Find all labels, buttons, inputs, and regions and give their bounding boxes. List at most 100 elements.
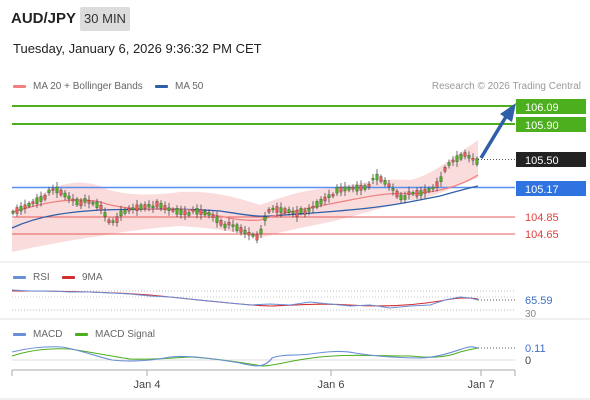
candle-body <box>359 185 363 191</box>
candle-body <box>75 198 79 206</box>
candle-body <box>259 228 263 235</box>
rsi-ma-line <box>11 290 479 307</box>
candle-body <box>111 220 115 223</box>
candle-body <box>83 198 87 203</box>
candle-body <box>271 207 275 211</box>
pivot-label: 105.17 <box>525 184 559 196</box>
candle-body <box>243 229 247 235</box>
s2-label: 104.65 <box>525 229 559 241</box>
candle-body <box>155 200 159 208</box>
candle-body <box>387 183 391 187</box>
candle-body <box>347 187 351 191</box>
candle-body <box>159 203 163 209</box>
candle-body <box>375 173 379 181</box>
legend-ma20-label: MA 20 + Bollinger Bands <box>33 81 143 92</box>
pivot-label-bg <box>516 181 586 196</box>
candle-body <box>19 205 23 212</box>
candle-body <box>239 227 243 233</box>
candle-body <box>247 232 251 236</box>
candle-body <box>131 207 135 210</box>
r1-label: 105.90 <box>525 120 559 132</box>
timeframe-button[interactable]: 30 MIN <box>80 7 130 31</box>
candle-body <box>227 221 231 226</box>
legend-macd: MACD <box>13 329 62 340</box>
legend-rsi: RSI <box>13 272 50 283</box>
candle-body <box>279 207 283 213</box>
candle-body <box>163 205 167 210</box>
candle-body <box>215 216 219 223</box>
s1-label: 104.85 <box>525 212 559 224</box>
candle-body <box>299 208 303 214</box>
candle-body <box>123 209 127 214</box>
candle-body <box>127 207 131 212</box>
candle-body <box>207 212 211 216</box>
candle-body <box>115 216 119 223</box>
ma50-swatch <box>155 84 168 88</box>
candle-body <box>15 207 19 214</box>
candle-body <box>295 210 299 218</box>
candle-body <box>191 209 195 212</box>
candle-body <box>267 209 271 213</box>
candle-body <box>27 203 31 207</box>
legend-macd-signal-label: MACD Signal <box>95 329 156 340</box>
candle-body <box>319 199 323 205</box>
candle-body <box>467 155 471 159</box>
candle-body <box>35 197 39 204</box>
candle-body <box>39 196 43 202</box>
r2-label-bg <box>516 99 586 114</box>
rsi-value-label: 65.59 <box>525 295 553 307</box>
candle-body <box>103 212 107 217</box>
candle-body <box>223 223 227 229</box>
candle-body <box>263 216 267 221</box>
candle-body <box>419 190 423 196</box>
candle-body <box>371 177 375 181</box>
candle-body <box>451 159 455 163</box>
candle-body <box>395 190 399 198</box>
candle-body <box>423 189 427 194</box>
bollinger-band <box>12 140 478 252</box>
candle-body <box>47 189 51 193</box>
candle-body <box>363 185 367 190</box>
macd-line <box>11 346 479 367</box>
candle-body <box>91 202 95 205</box>
candle-body <box>303 210 307 215</box>
candle-body <box>435 181 439 188</box>
candle-body <box>355 184 359 192</box>
legend-ma50: MA 50 <box>155 81 203 92</box>
candle-body <box>283 208 287 213</box>
candle-body <box>79 200 83 207</box>
projection-arrow-shaft <box>479 114 509 159</box>
candle-body <box>339 186 343 193</box>
candle-body <box>187 212 191 216</box>
x-label-jan6: Jan 6 <box>318 379 345 391</box>
candle-body <box>235 224 239 231</box>
candle-body <box>175 208 179 215</box>
candle-body <box>179 209 183 215</box>
macd-swatch <box>13 332 26 336</box>
legend-macd-label: MACD <box>33 329 63 340</box>
macd-value-label: 0.11 <box>525 343 546 355</box>
candle-body <box>199 209 203 215</box>
candle-body <box>171 209 175 212</box>
legend-9ma: 9MA <box>62 272 103 283</box>
macd-signal-swatch <box>75 332 88 336</box>
macd-signal-line <box>11 347 479 367</box>
candle-body <box>59 189 63 196</box>
candle-body <box>135 204 139 212</box>
rsi-swatch <box>13 275 26 279</box>
candle-body <box>63 192 67 198</box>
candle-body <box>415 190 419 197</box>
candle-body <box>431 186 435 190</box>
candle-body <box>327 194 331 198</box>
candle-body <box>475 158 479 165</box>
candle-body <box>95 201 99 208</box>
candle-body <box>403 195 407 200</box>
macd-zero-label: 0 <box>525 355 531 367</box>
price-candles <box>11 149 479 244</box>
projection-arrow-head <box>500 103 516 122</box>
last-price-label-bg <box>516 152 586 167</box>
candle-body <box>99 204 103 211</box>
candle-body <box>11 211 15 214</box>
candle-body <box>147 204 151 208</box>
